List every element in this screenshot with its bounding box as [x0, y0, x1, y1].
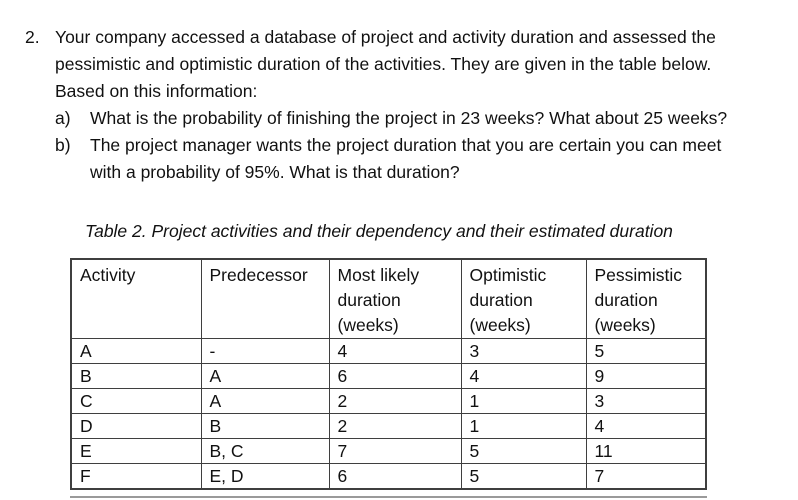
table-header-row: Activity Predecessor Most likely duratio… [70, 258, 707, 339]
table-row: F E, D 6 5 7 [70, 463, 707, 490]
table-cell: 4 [460, 363, 587, 389]
column-header-optimistic-duration: Optimistic duration (weeks) [460, 258, 587, 339]
table-cell: 4 [328, 338, 462, 364]
table-cell: 7 [585, 463, 707, 490]
table-cell: 1 [460, 388, 587, 414]
next-row-cutoff-border [70, 496, 707, 498]
table-cell: 5 [460, 438, 587, 464]
table-cell: 6 [328, 363, 462, 389]
table-cell: E, D [200, 463, 330, 490]
column-header-activity: Activity [70, 258, 202, 339]
table-cell: 1 [460, 413, 587, 439]
table-cell: E [70, 438, 202, 464]
question-number: 2. [25, 27, 40, 47]
column-header-predecessor: Predecessor [200, 258, 330, 339]
table-cell: 11 [585, 438, 707, 464]
table-row: C A 2 1 3 [70, 388, 707, 414]
table-cell: 2 [328, 413, 462, 439]
table-cell: 3 [585, 388, 707, 414]
table-cell: B [70, 363, 202, 389]
table-caption: Table 2. Project activities and their de… [85, 221, 673, 241]
table-row: D B 2 1 4 [70, 413, 707, 439]
column-header-pessimistic-duration: Pessimistic duration (weeks) [585, 258, 707, 339]
sub-question-b: b) The project manager wants the project… [55, 132, 727, 186]
table-row: A - 4 3 5 [70, 338, 707, 364]
column-header-most-likely-duration: Most likely duration (weeks) [328, 258, 462, 339]
table-row: B A 6 4 9 [70, 363, 707, 389]
table-cell: D [70, 413, 202, 439]
sub-question-body: What is the probability of finishing the… [90, 105, 727, 132]
question-body: Your company accessed a database of proj… [55, 24, 727, 186]
table-cell: 5 [585, 338, 707, 364]
table-cell: A [200, 388, 330, 414]
table-cell: 5 [460, 463, 587, 490]
table-row: E B, C 7 5 11 [70, 438, 707, 464]
table-cell: 6 [328, 463, 462, 490]
table-cell: 7 [328, 438, 462, 464]
question-text-line: Based on this information: [55, 81, 258, 101]
table-cell: B [200, 413, 330, 439]
question-text-line: Your company accessed a database of proj… [55, 27, 716, 47]
question-text-line: pessimistic and optimistic duration of t… [55, 54, 712, 74]
table-cell: A [70, 338, 202, 364]
table-cell: 4 [585, 413, 707, 439]
table-cell: 2 [328, 388, 462, 414]
table-cell: C [70, 388, 202, 414]
table-cell: A [200, 363, 330, 389]
sub-question-body: The project manager wants the project du… [90, 132, 721, 186]
table-cell: B, C [200, 438, 330, 464]
activities-table: Activity Predecessor Most likely duratio… [70, 258, 707, 490]
table-cell: 3 [460, 338, 587, 364]
question-block: 2. Your company accessed a database of p… [25, 24, 727, 186]
sub-question-text-line: with a probability of 95%. What is that … [90, 162, 460, 182]
sub-question-text-line: The project manager wants the project du… [90, 135, 722, 155]
sub-question-label: b) [55, 135, 71, 155]
table-cell: F [70, 463, 202, 490]
table-cell: - [200, 338, 330, 364]
table-cell: 9 [585, 363, 707, 389]
sub-question-a: a) What is the probability of finishing … [55, 105, 727, 132]
sub-question-text-line: What is the probability of finishing the… [90, 108, 728, 128]
sub-question-label: a) [55, 108, 71, 128]
